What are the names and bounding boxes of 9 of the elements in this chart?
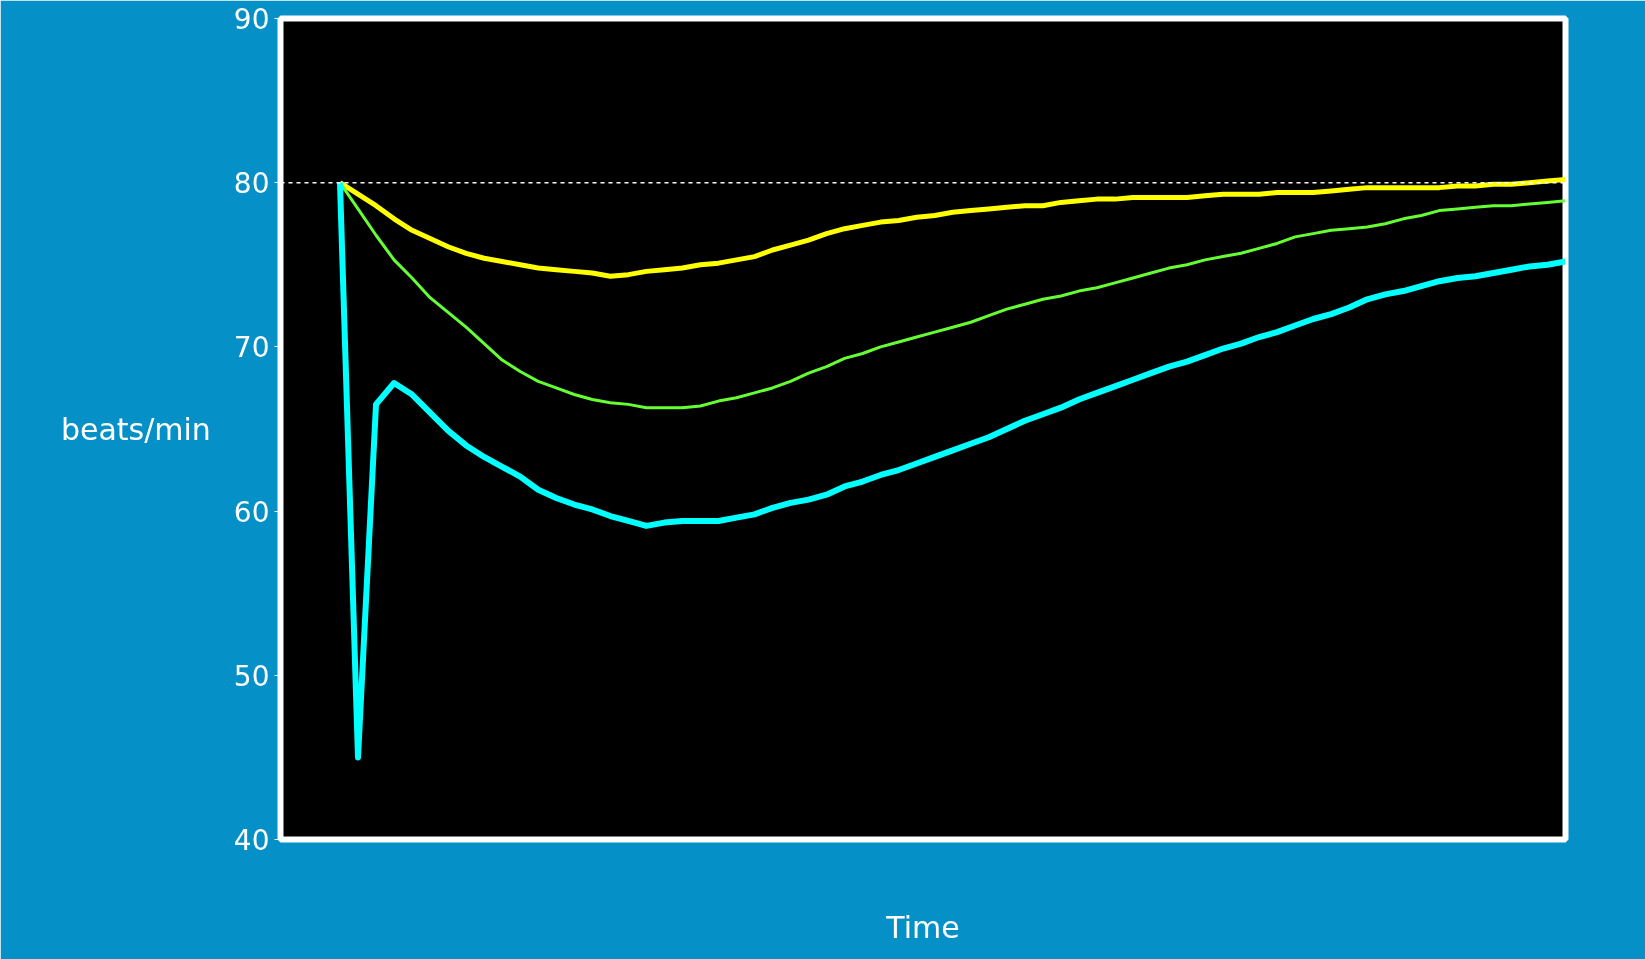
- line-series: [338, 181, 1566, 410]
- y-tick-label: 40: [233, 824, 270, 857]
- y-tick-label: 60: [233, 495, 270, 529]
- y-tick-label: 90: [233, 3, 270, 36]
- y-axis-title: beats/min: [60, 411, 211, 447]
- x-axis-title: Time: [885, 909, 960, 945]
- y-tick-label: 50: [233, 659, 270, 693]
- y-tick-label: 70: [233, 331, 270, 365]
- y-tick-label: 80: [233, 167, 270, 201]
